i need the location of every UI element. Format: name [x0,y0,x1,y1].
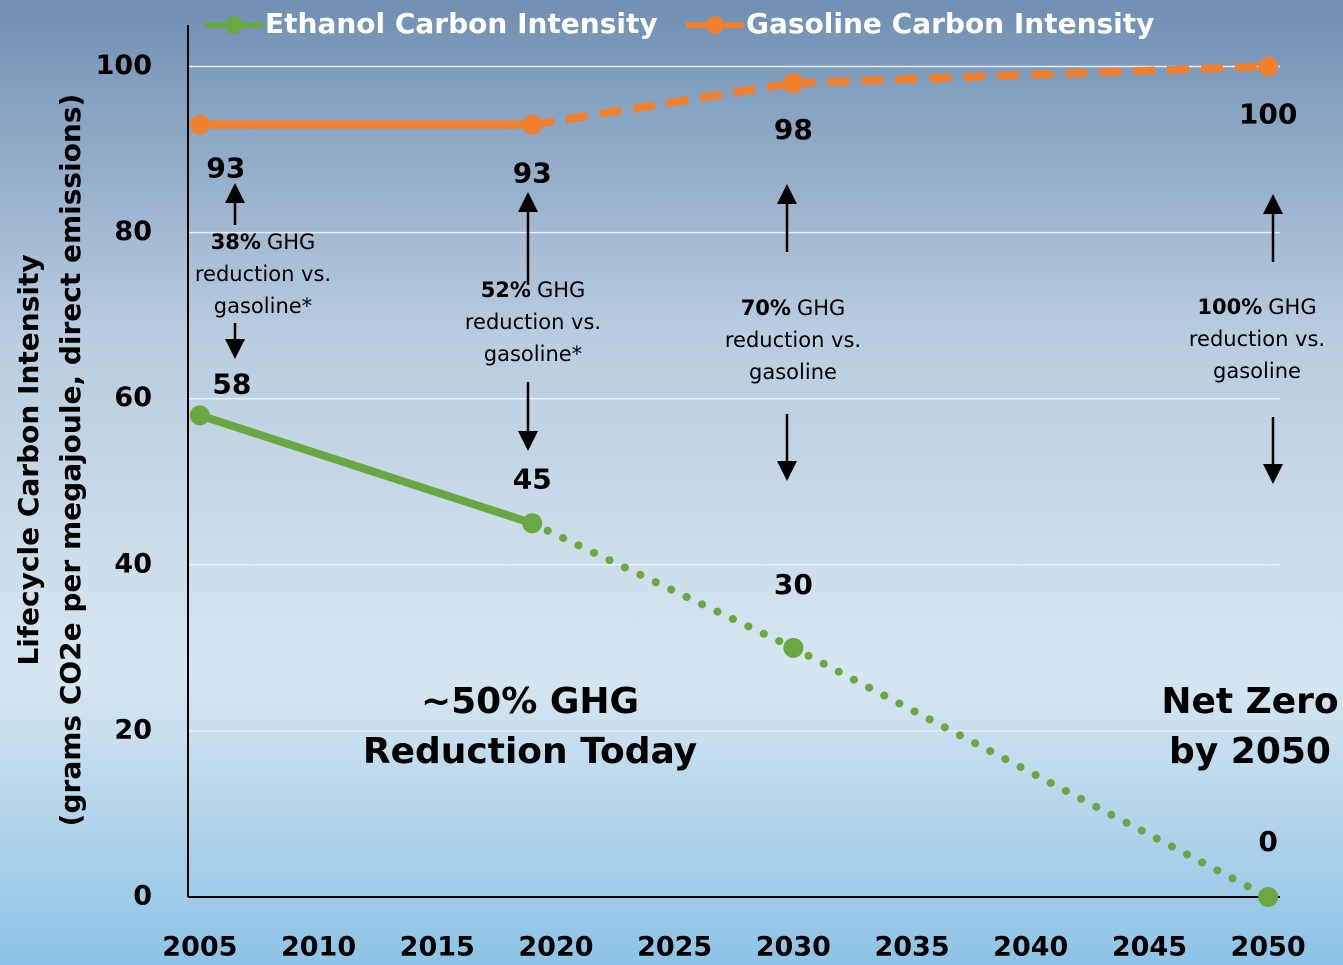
callout: Net Zero [1161,681,1338,722]
data-label: 58 [212,367,251,400]
annotation-bold: 100% [1197,295,1262,319]
x-tick-label: 2035 [874,932,949,963]
legend-label: Gasoline Carbon Intensity [746,7,1154,40]
x-tick-label: 2045 [1112,932,1187,963]
y-tick-label: 40 [114,548,152,579]
marker [1258,57,1278,77]
data-label: 93 [206,152,245,185]
x-tick-label: 2030 [756,932,831,963]
marker [522,115,542,135]
annotation: reduction vs. [195,262,331,286]
y-tick-label: 0 [133,881,152,912]
callout: ~50% GHG [421,681,639,722]
legend-marker [225,16,243,34]
chart: 0204060801002005201020152020202520302035… [0,0,1343,965]
annotation: reduction vs. [1189,327,1325,351]
y-tick-label: 80 [114,216,152,247]
annotation: gasoline* [484,342,582,366]
y-axis-label: (grams CO2e per megajoule, direct emissi… [54,94,87,827]
x-tick-label: 2015 [400,932,475,963]
page: 0204060801002005201020152020202520302035… [0,0,1343,965]
x-tick-label: 2020 [518,932,593,963]
data-label: 100 [1239,98,1297,131]
marker [190,405,210,425]
x-tick-label: 2040 [993,932,1068,963]
legend-label: Ethanol Carbon Intensity [265,7,658,40]
x-tick-label: 2010 [281,932,356,963]
y-tick-label: 20 [114,714,152,745]
annotation-text: GHG [537,278,585,302]
annotation: 100%GHG [1197,295,1316,319]
data-label: 30 [774,568,813,601]
x-tick-label: 2050 [1231,932,1306,963]
annotation-text: GHG [267,230,315,254]
annotation: gasoline [749,360,837,384]
data-label: 98 [774,113,813,146]
marker [783,73,803,93]
x-tick-label: 2005 [162,932,237,963]
marker [783,638,803,658]
annotation: gasoline* [214,294,312,318]
data-label: 45 [513,462,552,495]
annotation: gasoline [1213,359,1301,383]
y-tick-label: 100 [96,50,152,81]
callout: by 2050 [1169,731,1331,772]
y-tick-label: 60 [114,382,152,413]
annotation-bold: 70% [741,296,791,320]
callout: Reduction Today [363,731,697,772]
annotation-text: GHG [1268,295,1316,319]
background [0,0,1343,965]
y-axis-label: Lifecycle Carbon Intensity [12,254,45,665]
data-label: 0 [1258,825,1277,858]
annotation-text: GHG [797,296,845,320]
annotation-bold: 52% [481,278,531,302]
legend-marker [706,16,724,34]
marker [1258,887,1278,907]
marker [522,513,542,533]
annotation-bold: 38% [211,230,261,254]
x-tick-label: 2025 [637,932,712,963]
data-label: 93 [513,157,552,190]
marker [190,115,210,135]
annotation: reduction vs. [725,328,861,352]
annotation: reduction vs. [465,310,601,334]
